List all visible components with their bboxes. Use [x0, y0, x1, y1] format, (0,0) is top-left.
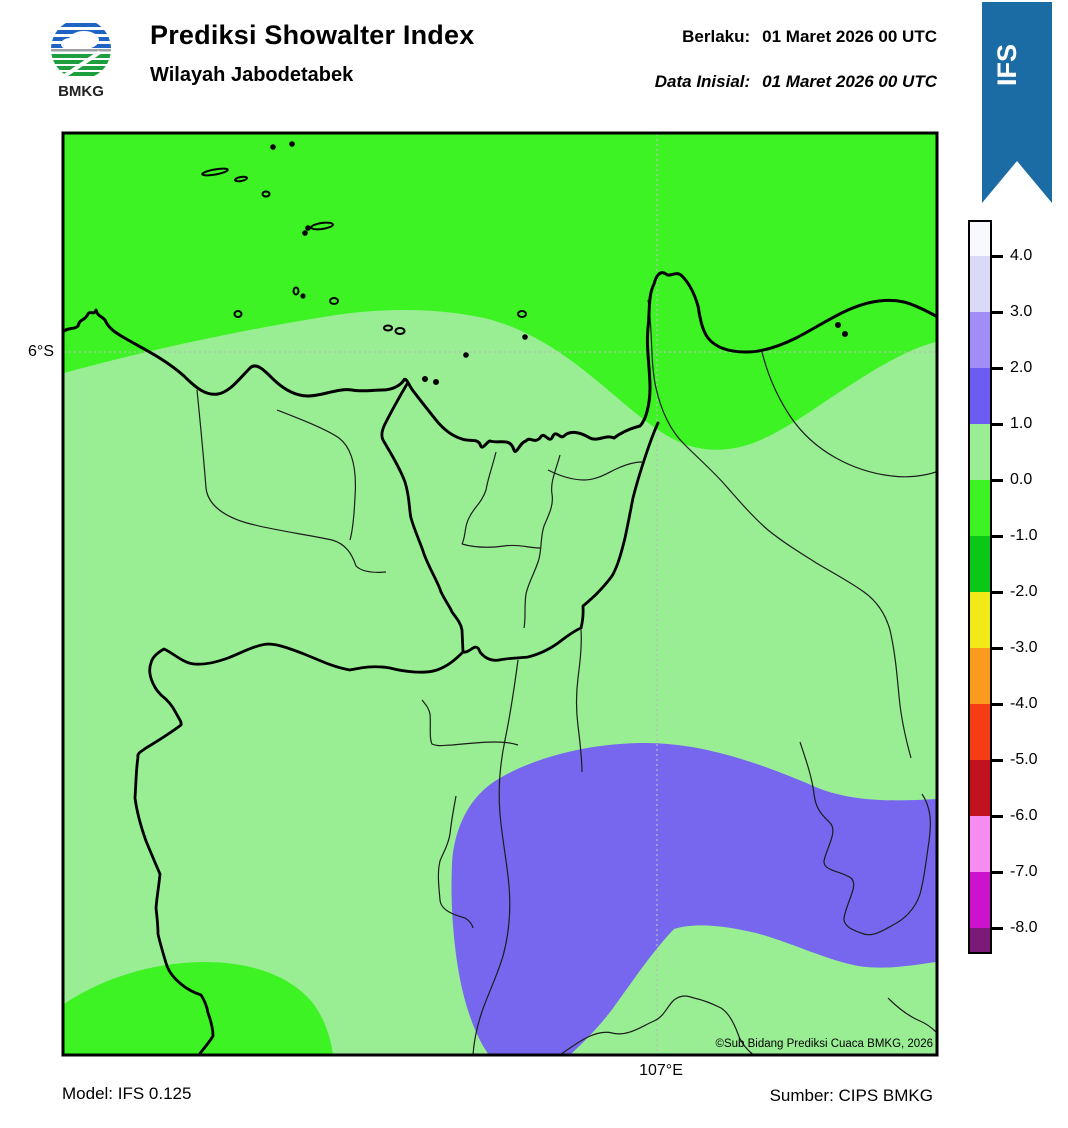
colorbar-tick	[992, 815, 1003, 818]
colorbar-tick-label: -1.0	[1010, 527, 1038, 544]
colorbar-tick-label: 1.0	[1010, 415, 1033, 432]
bmkg-logo: BMKG	[50, 18, 112, 100]
ifs-ribbon-label: IFS	[992, 44, 1022, 86]
colorbar-tick-label: -6.0	[1010, 807, 1038, 824]
colorbar-segment	[970, 256, 990, 312]
colorbar-tick-label: -4.0	[1010, 695, 1038, 712]
init-time-label: Data Inisial:	[654, 72, 751, 91]
colorbar-segment	[970, 368, 990, 424]
district-boundaries	[196, 299, 936, 1055]
colorbar-segment	[970, 536, 990, 592]
colorbar-tick	[992, 535, 1003, 538]
colorbar-tick-label: 4.0	[1010, 247, 1033, 264]
colorbar-tick	[992, 311, 1003, 314]
colorbar-segment	[970, 928, 990, 952]
model-label: Model: IFS 0.125	[62, 1084, 192, 1103]
colorbar-tick	[992, 367, 1003, 370]
colorbar-tick	[992, 591, 1003, 594]
colorbar-tick-label: 0.0	[1010, 471, 1033, 488]
colorbar-tick	[992, 255, 1003, 258]
colorbar-segment	[970, 704, 990, 760]
latitude-label: 6°S	[28, 343, 54, 360]
colorbar-segment	[970, 480, 990, 536]
colorbar-segment	[970, 760, 990, 816]
colorbar-tick	[992, 703, 1003, 706]
map-copyright: ©Sub Bidang Prediksi Cuaca BMKG, 2026	[715, 1038, 933, 1050]
colorbar-segment	[970, 592, 990, 648]
contour-band-north	[64, 134, 936, 450]
province-boundaries	[133, 382, 660, 1055]
colorbar	[968, 220, 992, 954]
colorbar-segment	[970, 816, 990, 872]
colorbar-tick	[992, 647, 1003, 650]
colorbar-segment	[970, 872, 990, 928]
graticule	[64, 134, 936, 1055]
colorbar-tick	[992, 927, 1003, 930]
colorbar-tick-label: -5.0	[1010, 751, 1038, 768]
colorbar-segment	[970, 312, 990, 368]
colorbar-tick	[992, 871, 1003, 874]
longitude-label: 107°E	[639, 1062, 683, 1079]
bmkg-logo-text: BMKG	[58, 83, 104, 100]
map-frame	[61, 131, 939, 1057]
islands	[201, 141, 848, 385]
init-time-row: Data Inisial: 01 Maret 2026 00 UTC	[655, 72, 937, 92]
source-label: Sumber: CIPS BMKG	[769, 1086, 933, 1105]
init-time-value: 01 Maret 2026 00 UTC	[762, 72, 937, 91]
colorbar-tick	[992, 759, 1003, 762]
colorbar-tick-label: -3.0	[1010, 639, 1038, 656]
contour-blob-south	[451, 743, 936, 1055]
colorbar-segment	[970, 648, 990, 704]
colorbar-segment	[970, 424, 990, 480]
coastline	[64, 271, 936, 453]
valid-time-label: Berlaku:	[682, 27, 751, 46]
colorbar-tick-label: -7.0	[1010, 863, 1038, 880]
ifs-ribbon: IFS	[982, 2, 1052, 203]
valid-time-row: Berlaku: 01 Maret 2026 00 UTC	[682, 27, 937, 47]
colorbar-tick	[992, 479, 1003, 482]
colorbar-tick-label: 3.0	[1010, 303, 1033, 320]
page-title: Prediksi Showalter Index	[150, 20, 475, 50]
colorbar-tick-label: -8.0	[1010, 919, 1038, 936]
colorbar-tick-label: 2.0	[1010, 359, 1033, 376]
contour-blob-southwest	[64, 962, 333, 1055]
colorbar-tick	[992, 423, 1003, 426]
colorbar-tick-label: -2.0	[1010, 583, 1038, 600]
page-subtitle: Wilayah Jabodetabek	[150, 64, 354, 86]
colorbar-segment	[970, 222, 990, 256]
valid-time-value: 01 Maret 2026 00 UTC	[762, 27, 937, 46]
